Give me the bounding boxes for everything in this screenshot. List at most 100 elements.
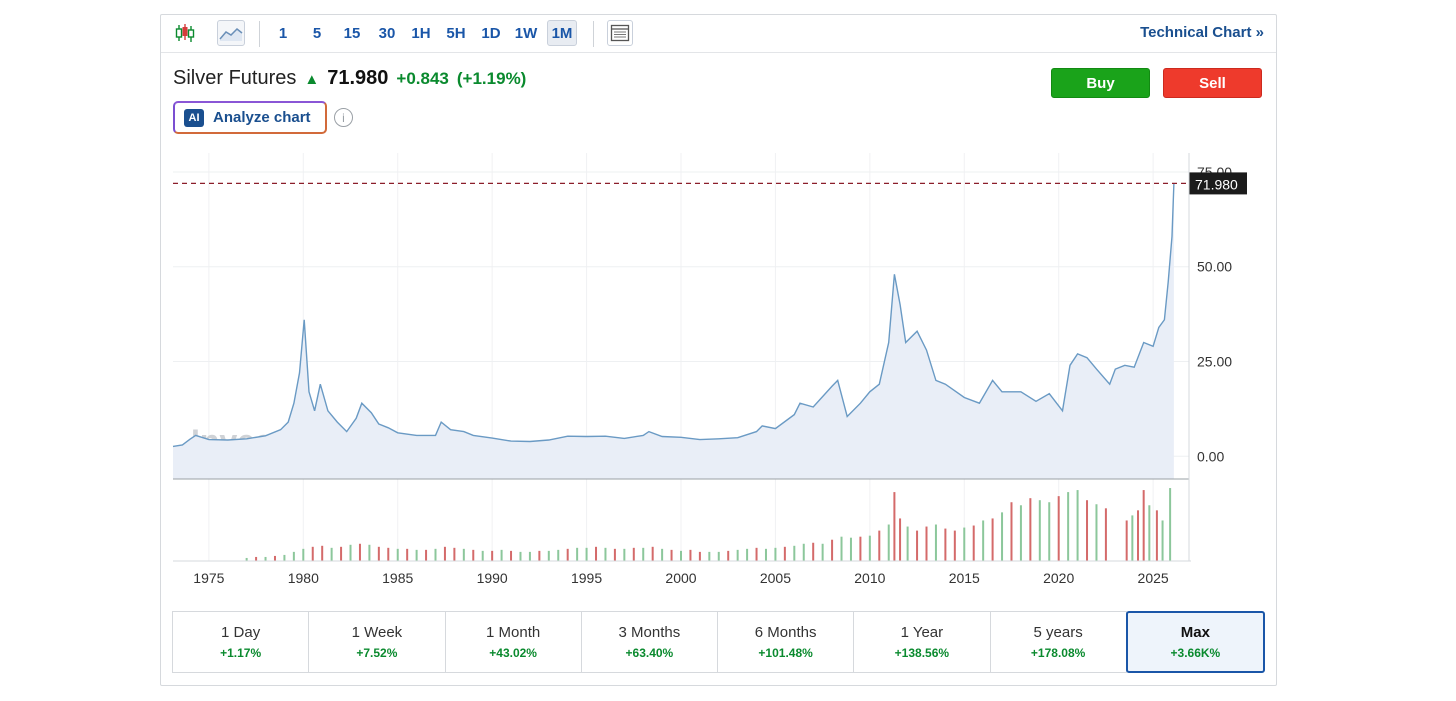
volume-bar [1148,505,1151,561]
volume-bar [349,544,352,561]
volume-bar [1001,512,1004,561]
volume-bar [1095,504,1098,561]
volume-bar [736,549,739,561]
volume-bar [330,547,333,561]
volume-bar [434,548,437,561]
table-view-icon[interactable] [607,20,633,46]
volume-bar [878,530,881,561]
up-arrow-icon: ▲ [304,71,320,88]
volume-bar [425,549,428,561]
volume-bar [1029,498,1032,561]
last-price-tag-label: 71.980 [1195,176,1238,192]
price-change-percent: (+1.19%) [456,69,527,88]
x-tick-label: 1980 [288,570,319,586]
volume-bar [302,548,305,561]
volume-bar [358,543,361,561]
interval-1[interactable]: 1 [278,24,288,42]
period-change: +138.56% [894,646,950,660]
area-chart-icon[interactable] [217,20,245,46]
volume-bar [840,536,843,561]
analyze-chart-button[interactable]: AI Analyze chart [173,101,327,134]
period-change: +63.40% [625,646,674,660]
volume-bar [576,547,579,561]
volume-bar [623,548,626,561]
x-tick-label: 2000 [665,570,696,586]
volume-bar [481,550,484,561]
info-icon[interactable]: i [334,108,353,127]
interval-1d[interactable]: 1D [481,24,501,42]
volume-bar [916,530,919,561]
volume-bar [774,547,777,561]
period-1-month[interactable]: 1 Month +43.02% [444,611,582,673]
interval-5h[interactable]: 5H [446,24,466,42]
volume-bar [491,550,494,561]
interval-1m[interactable]: 1M [547,20,577,46]
interval-1h[interactable]: 1H [411,24,431,42]
volume-bar [802,543,805,561]
period-1-year[interactable]: 1 Year +138.56% [853,611,991,673]
volume-bar [698,551,701,561]
volume-bar [1076,490,1079,561]
last-price-tag [1189,172,1247,195]
period-6-months[interactable]: 6 Months +101.48% [717,611,855,673]
volume-bar [1104,508,1107,561]
volume-bar [368,544,371,561]
volume-bar [899,518,902,561]
volume-bar [831,539,834,561]
volume-bar [812,542,815,561]
volume-bar [453,547,456,561]
volume-bar [849,537,852,561]
period-label: 1 Day [221,624,261,641]
chart-toolbar: 1 5 15 30 1H 5H 1D 1W 1M Technical Chart… [161,15,1276,53]
candlestick-chart-icon[interactable] [173,20,197,46]
x-tick-label: 2015 [949,570,980,586]
volume-bar [727,550,730,561]
period-label: 1 Week [351,624,403,641]
period-3-months[interactable]: 3 Months +63.40% [580,611,718,673]
volume-bar [953,530,956,561]
volume-bar [377,546,380,561]
volume-bar [1038,500,1041,561]
volume-bar [321,545,324,561]
period-label: 1 Year [900,624,944,641]
interval-5[interactable]: 5 [312,24,322,42]
instrument-header: Silver Futures ▲ 71.980 +0.843 (+1.19%) [173,67,526,90]
volume-bar [972,525,975,561]
period-1-week[interactable]: 1 Week +7.52% [308,611,446,673]
price-area [173,183,1174,479]
interval-30[interactable]: 30 [378,24,396,42]
volume-bar [255,556,258,561]
x-tick-label: 2010 [854,570,885,586]
volume-bar [1142,490,1145,561]
volume-bar [746,548,749,561]
volume-bar [264,556,267,561]
volume-bar [887,524,890,561]
period-label: 3 Months [618,624,681,641]
price-chart[interactable]: 0.0025.0050.0075.00Investing.com71.98019… [161,15,1278,605]
volume-bar [1155,510,1158,561]
interval-15[interactable]: 15 [343,24,361,42]
volume-bar [547,550,550,561]
sell-button[interactable]: Sell [1163,68,1262,98]
period-label: Max [1180,624,1210,641]
period-1-day[interactable]: 1 Day +1.17% [172,611,310,673]
interval-1w[interactable]: 1W [514,24,538,42]
volume-bar [585,547,588,561]
volume-bar [689,549,692,561]
volume-bar [661,548,664,561]
volume-bar [1161,520,1164,561]
volume-bar [396,548,399,561]
period-change: +43.02% [489,646,537,660]
volume-bar [991,518,994,561]
volume-bar [519,551,522,561]
buy-button[interactable]: Buy [1051,68,1150,98]
volume-bar [925,526,928,561]
volume-bar [1137,510,1140,561]
volume-bar [340,546,343,561]
period-max[interactable]: Max +3.66K% [1125,611,1265,673]
volume-bar [717,551,720,561]
technical-chart-link[interactable]: Technical Chart » [1140,24,1264,41]
x-tick-label: 2025 [1138,570,1169,586]
x-tick-label: 1990 [477,570,508,586]
period-5-years[interactable]: 5 years +178.08% [989,611,1127,673]
